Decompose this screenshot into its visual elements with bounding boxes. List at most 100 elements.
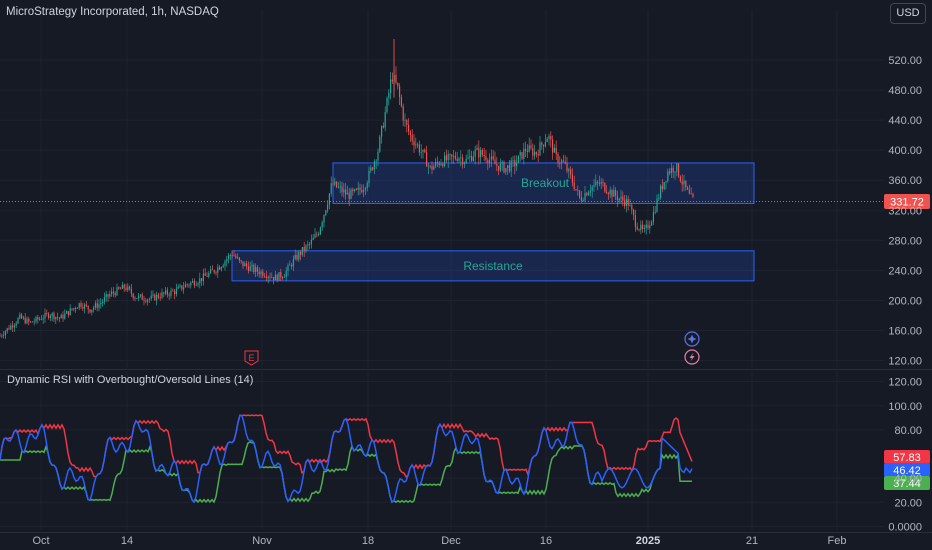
candle-body [242,261,244,267]
candle-body [370,167,372,171]
candle-body [219,267,221,270]
candle-body [530,145,532,149]
oversold-line [0,441,692,504]
candle-body [231,255,233,256]
candle-body [96,303,98,308]
candle-body [672,167,674,173]
candle-body [690,193,692,195]
candle-body [595,181,597,186]
zone-resistance [231,250,755,282]
candle-body [318,234,320,235]
candle-body [384,112,386,128]
candle-body [656,198,658,212]
candle-body [501,162,503,164]
candle-body [352,189,354,192]
price-tick-label: 320.00 [888,205,922,217]
candle-body [247,266,249,271]
candle-body [183,287,185,290]
candle-body [645,224,647,229]
candle-body [210,269,212,274]
candle-body [566,163,568,172]
candle-body [240,260,242,262]
candle-body [316,234,318,236]
candle-body [615,189,617,196]
candle-body [138,295,140,299]
candle-body [561,160,563,164]
candle-body [640,224,642,230]
candle-body [69,308,71,316]
candle-body [323,215,325,223]
rsi-tag-rsi [884,463,930,477]
candle-body [591,186,593,191]
candle-body [674,171,676,173]
candle-body [127,286,129,290]
time-tick-label: Feb [828,535,847,547]
candle-body [494,159,496,165]
candle-body [622,196,624,201]
candle-body [534,152,536,156]
candle-body [526,150,528,152]
candle-body [442,163,444,167]
candle-body [512,160,514,161]
candle-body [121,284,123,289]
candle-body [273,277,275,281]
candle-body [253,265,255,272]
candle-body [82,306,84,309]
candle-body [417,144,419,146]
candle-body [287,265,289,272]
time-tick-label: Nov [252,535,272,547]
candle-body [328,193,330,205]
candle-body [517,155,519,163]
candle-body [546,138,548,143]
candle-body [366,183,368,189]
candle-body [282,277,284,279]
candle-body [53,313,55,320]
candle-body [244,263,246,267]
candle-body [197,283,199,285]
candle-body [6,328,8,332]
candle-body [368,170,370,184]
earnings-marker[interactable]: E [244,350,259,366]
candle-body [607,193,609,195]
candle-body [589,190,591,193]
candle-body [397,82,399,87]
candle-body [332,183,334,185]
candle-body [375,160,377,162]
last-price-label: 331.72 [890,196,924,208]
time-tick-label: 16 [540,535,552,547]
price-tick-label: 280.00 [888,235,922,247]
candle-body [157,294,159,298]
candle-body [388,92,390,98]
candle-body [166,290,168,295]
candle-body [550,135,552,140]
last-price-line-layer: 331.72 [0,193,930,209]
candle-body [559,163,561,164]
lightning-icon[interactable] [684,349,700,365]
candle-body [267,276,269,278]
last-price-tag [884,193,930,209]
candle-body [458,158,460,161]
candle-body [334,181,336,185]
candle-body [193,281,195,286]
candle-body [233,255,235,257]
rsi-tag-oversold [884,476,930,490]
candle-body [593,185,595,187]
candle-body [654,211,656,213]
candle-body [190,282,192,286]
candle-body [75,308,77,309]
rsi-tick-label: 20.00 [894,497,922,509]
rsi-tick-label: 80.00 [894,425,922,437]
candle-body [449,154,451,156]
candle-body [123,284,125,289]
currency-button[interactable]: USD [890,3,926,24]
candle-body [44,312,46,319]
candle-body [462,157,464,165]
candle-body [289,264,291,266]
price-tick-label: 200.00 [888,295,922,307]
ideas-icon[interactable] [684,331,700,347]
candle-body [26,318,28,324]
candle-body [431,166,433,170]
candle-body [663,182,665,189]
candle-body [555,147,557,154]
